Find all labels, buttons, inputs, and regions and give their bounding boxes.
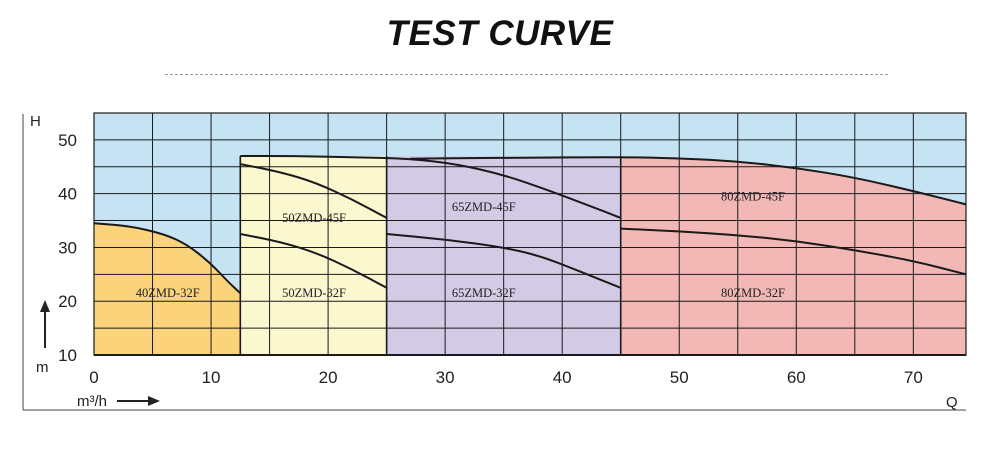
region-label-layer: 40ZMD-32F 50ZMD-45F 50ZMD-32F 65ZMD-45F 65ZM… [136, 189, 785, 300]
curve-65ZMD-45F [240, 154, 622, 219]
x-tick-label: 40 [553, 368, 572, 387]
region-label-50ZMD-45F: 50ZMD-45F [282, 211, 346, 225]
x-arrow-head [148, 396, 160, 406]
y-tick-label: 20 [58, 292, 77, 311]
x-axis-label: Q [946, 394, 958, 411]
y-tick-label: 50 [58, 131, 77, 150]
region-label-65ZMD-32F: 65ZMD-32F [452, 286, 516, 300]
y-tick-label: 30 [58, 238, 77, 257]
region-50ZMD [240, 156, 387, 355]
curve-80ZMD-32F [620, 227, 967, 276]
x-tick-label: 10 [202, 368, 221, 387]
x-tick-label: 20 [319, 368, 338, 387]
curve-80ZMD-45F [409, 156, 967, 206]
x-unit-label: m³/h [77, 393, 107, 410]
region-label-65ZMD-45F: 65ZMD-45F [452, 200, 516, 214]
title-divider [165, 74, 888, 75]
region-40ZMD [94, 223, 241, 355]
curve-65ZMD-32F [386, 233, 622, 289]
x-tick-label: 0 [89, 368, 98, 387]
region-label-80ZMD-32F: 80ZMD-32F [721, 286, 785, 300]
curve-40ZMD-32F [93, 222, 241, 294]
region-80ZMD [620, 157, 966, 355]
axis-layer: 0 10 20 30 40 50 60 70 10 20 30 40 50 H Qm m³/h [22, 113, 966, 411]
x-tick-label: 60 [787, 368, 806, 387]
curve-50ZMD-45F [240, 163, 388, 219]
y-tick-label: 10 [58, 346, 77, 365]
grid-layer [93, 112, 967, 356]
y-axis-label: H [30, 113, 41, 130]
x-tick-label: 30 [436, 368, 455, 387]
chart-title: TEST CURVE [386, 14, 614, 53]
curve-layer [93, 154, 967, 294]
curve-50ZMD-32F [240, 233, 388, 289]
y-tick-label: 40 [58, 185, 77, 204]
y-arrow-head [40, 300, 50, 312]
region-label-50ZMD-32F: 50ZMD-32F [282, 286, 346, 300]
region-label-40ZMD-32F: 40ZMD-32F [136, 286, 200, 300]
region-label-80ZMD-45F: 80ZMD-45F [721, 189, 785, 203]
x-tick-label: 70 [904, 368, 923, 387]
y-unit-label: m [36, 359, 49, 376]
x-tick-label: 50 [670, 368, 689, 387]
